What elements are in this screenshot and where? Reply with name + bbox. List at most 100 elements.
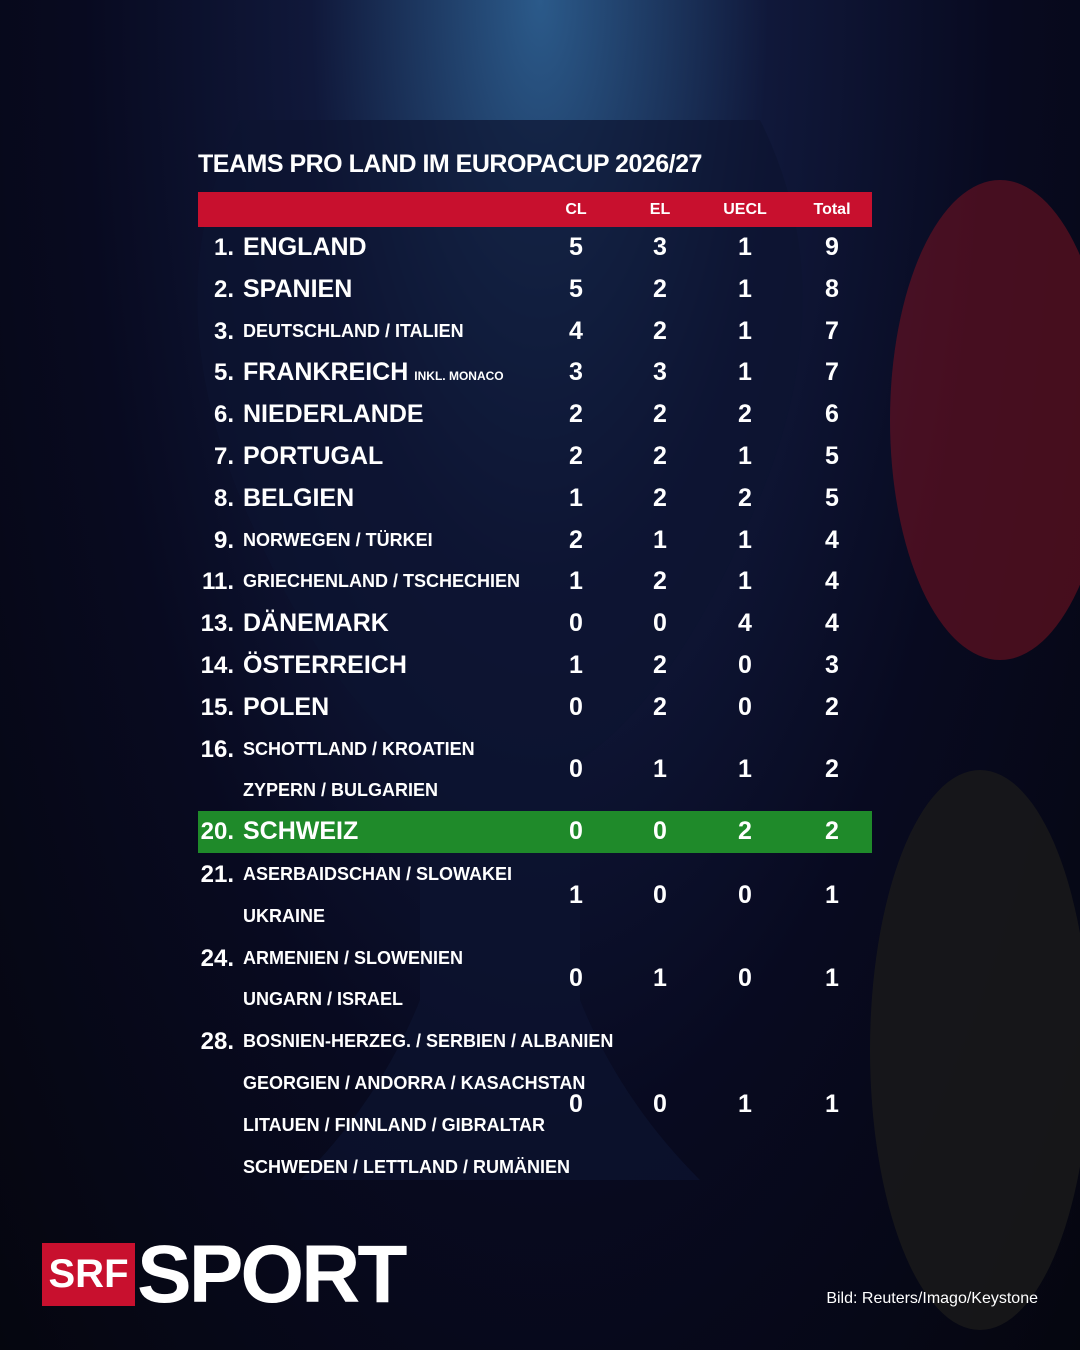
value-cl: 3	[569, 358, 583, 387]
value-uecl: 1	[738, 567, 752, 596]
rank: 5.	[213, 359, 234, 387]
name-note: INKL. MONACO	[414, 369, 504, 384]
rank: 11.	[201, 568, 234, 596]
rank: 16.	[200, 735, 234, 763]
value-total: 8	[825, 274, 839, 303]
value-total: 4	[825, 609, 839, 638]
value-uecl: 2	[738, 400, 752, 429]
table-row: 16. SCHOTTLAND / KROATIEN ZYPERN / BULGARI…	[198, 729, 872, 813]
country-name: UKRAINE	[243, 905, 326, 926]
value-el: 2	[653, 274, 667, 303]
rank: 6.	[213, 401, 234, 429]
value-total: 4	[825, 567, 839, 596]
value-cl: 5	[569, 233, 583, 261]
value-el: 2	[653, 483, 667, 512]
photo-credit: Bild: Reuters/Imago/Keystone	[826, 1290, 1038, 1307]
value-cl: 1	[569, 880, 583, 909]
value-total: 5	[825, 483, 839, 512]
value-uecl: 0	[738, 964, 752, 993]
table-row: 14. ÖSTERREICH 1 2 0 3	[198, 645, 872, 687]
value-total: 6	[825, 400, 839, 429]
country-name: BELGIEN	[243, 483, 355, 512]
rank: 15.	[200, 693, 234, 721]
value-cl: 0	[569, 609, 583, 638]
table-row: 5. FRANKREICH INKL. MONACO 3 3 1 7	[198, 352, 872, 394]
country-name: SCHWEIZ	[243, 817, 359, 846]
value-cl: 1	[569, 651, 583, 679]
rank: 24.	[200, 944, 234, 972]
country-name: DÄNEMARK	[243, 609, 389, 638]
value-total: 5	[825, 442, 839, 470]
value-el: 2	[653, 651, 667, 679]
value-cl: 1	[569, 567, 583, 596]
value-uecl: 1	[738, 1089, 752, 1118]
value-uecl: 0	[738, 692, 752, 721]
country-name: POLEN	[243, 692, 330, 721]
rank: 8.	[213, 484, 234, 512]
value-total: 7	[825, 358, 839, 387]
title: TEAMS PRO LAND IM EUROPACUP 2026/27	[198, 150, 702, 178]
value-uecl: 1	[738, 233, 752, 261]
value-total: 1	[825, 964, 839, 993]
rank: 9.	[213, 526, 234, 554]
country-name: SCHOTTLAND / KROATIEN	[243, 738, 475, 759]
value-cl: 5	[569, 274, 583, 303]
country-name: GRIECHENLAND / TSCHECHIEN	[243, 571, 521, 592]
rank: 3.	[213, 317, 234, 345]
country-name: ÖSTERREICH	[243, 651, 407, 679]
value-total: 2	[825, 692, 839, 721]
value-cl: 0	[569, 817, 583, 846]
rank: 28.	[200, 1028, 234, 1056]
value-el: 3	[653, 233, 667, 261]
country-name: DEUTSCHLAND / ITALIEN	[243, 320, 464, 341]
rank: 13.	[200, 610, 234, 638]
value-cl: 4	[569, 316, 583, 345]
value-uecl: 1	[738, 442, 752, 470]
value-cl: 2	[569, 442, 583, 470]
table-row: 3. DEUTSCHLAND / ITALIEN 4 2 1 7	[198, 311, 872, 353]
table-row: 7. PORTUGAL 2 2 1 5	[198, 436, 872, 478]
logo-srf: SRF	[42, 1243, 135, 1306]
value-cl: 2	[569, 400, 583, 429]
value-total: 3	[825, 651, 839, 679]
country-name: ARMENIEN / SLOWENIEN	[243, 947, 464, 968]
country-name: ENGLAND	[243, 233, 367, 261]
value-total: 7	[825, 316, 839, 345]
value-cl: 0	[569, 692, 583, 721]
value-uecl: 1	[738, 755, 752, 784]
country-name: UNGARN / ISRAEL	[243, 989, 404, 1010]
value-el: 3	[653, 358, 667, 387]
table-header: CL EL UECL Total	[198, 192, 872, 227]
country-name: FRANKREICH INKL. MONACO	[243, 358, 504, 387]
table-row: 15. POLEN 0 2 0 2	[198, 687, 872, 729]
value-el: 2	[653, 316, 667, 345]
value-cl: 0	[569, 1089, 583, 1118]
country-name: SPANIEN	[243, 274, 353, 303]
value-el: 0	[653, 609, 667, 638]
value-el: 2	[653, 692, 667, 721]
value-total: 9	[825, 233, 839, 261]
table-row: 2. SPANIEN 5 2 1 8	[198, 269, 872, 311]
value-el: 0	[653, 880, 667, 909]
rank: 21.	[200, 861, 234, 888]
value-cl: 1	[569, 483, 583, 512]
table-row: 9. NORWEGEN / TÜRKEI 2 1 1 4	[198, 520, 872, 562]
value-el: 1	[653, 964, 667, 993]
value-el: 2	[653, 567, 667, 596]
country-name: NORWEGEN / TÜRKEI	[243, 529, 433, 550]
country-name: PORTUGAL	[243, 442, 384, 470]
value-total: 1	[825, 880, 839, 909]
table-row: 21. ASERBAIDSCHAN / SLOWAKEI UKRAINE 1 0 0 1	[198, 854, 872, 938]
column-header: UECL	[723, 201, 767, 218]
logo-sport: SPORT	[137, 1229, 407, 1320]
column-header: EL	[649, 201, 671, 218]
country-name: NIEDERLANDE	[243, 400, 424, 429]
country-name: ZYPERN / BULGARIEN	[243, 780, 439, 801]
column-header: Total	[813, 201, 851, 218]
value-el: 2	[653, 400, 667, 429]
country-name: BOSNIEN-HERZEG. / SERBIEN / ALBANIEN	[243, 1031, 614, 1052]
rank: 7.	[213, 443, 234, 470]
value-uecl: 0	[738, 880, 752, 909]
country-name: ASERBAIDSCHAN / SLOWAKEI	[243, 864, 513, 884]
